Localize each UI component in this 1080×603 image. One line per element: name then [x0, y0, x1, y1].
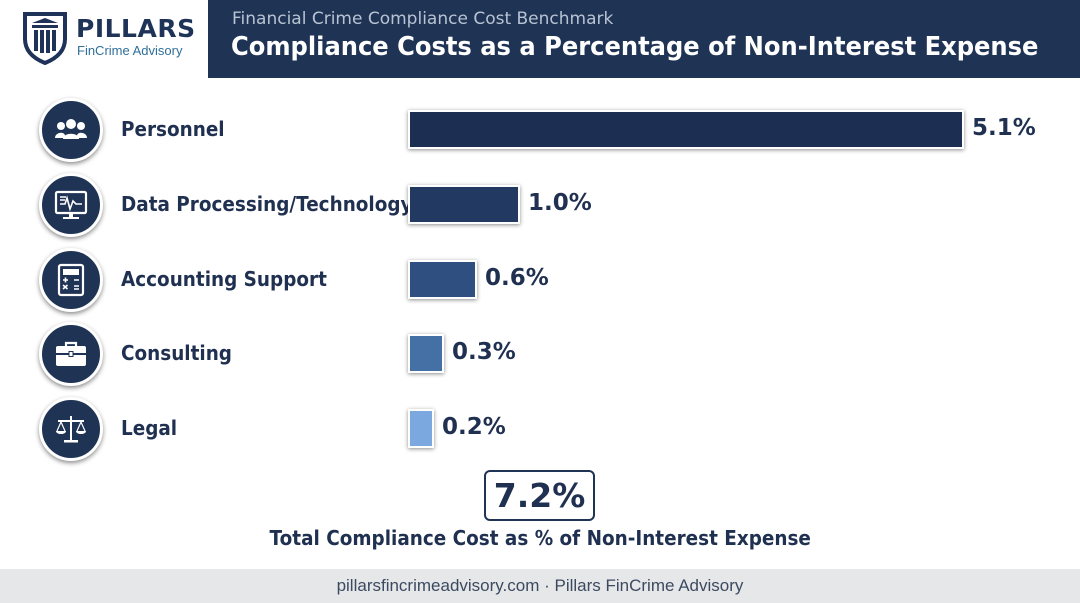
- bar: [408, 260, 477, 299]
- page-title: Compliance Costs as a Percentage of Non-…: [231, 32, 1039, 62]
- category-label: Accounting Support: [121, 267, 327, 291]
- bar: [408, 409, 434, 448]
- category-label: Personnel: [121, 117, 225, 141]
- value-label: 0.2%: [442, 414, 506, 440]
- calculator-icon: [39, 248, 103, 312]
- monitor-chart-icon: [39, 173, 103, 237]
- title-bar: Financial Crime Compliance Cost Benchmar…: [208, 0, 1080, 78]
- brand-tagline: FinCrime Advisory: [77, 43, 183, 58]
- value-label: 5.1%: [972, 115, 1036, 141]
- scales-icon: [39, 397, 103, 461]
- chart-row: Consulting 0.3%: [0, 321, 1080, 387]
- value-label: 0.6%: [485, 265, 549, 291]
- bar: [408, 185, 520, 224]
- total-caption-text: Total Compliance Cost as % of Non-Intere…: [269, 526, 811, 550]
- briefcase-icon: [39, 322, 103, 386]
- footer-text: pillarsfincrimeadvisory.com · Pillars Fi…: [336, 576, 744, 595]
- bar: [408, 110, 964, 149]
- category-label: Data Processing/Technology: [121, 192, 413, 216]
- pillars-logo-icon: [23, 12, 67, 65]
- value-label: 0.3%: [452, 339, 516, 365]
- chart-row: Legal 0.2%: [0, 396, 1080, 462]
- people-icon: [39, 98, 103, 162]
- total-caption: Total Compliance Cost as % of Non-Intere…: [0, 526, 1080, 550]
- footer: pillarsfincrimeadvisory.com · Pillars Fi…: [0, 569, 1080, 603]
- category-label: Legal: [121, 416, 178, 440]
- value-label: 1.0%: [528, 190, 592, 216]
- total-value: 7.2%: [484, 470, 595, 521]
- brand-name: PILLARS: [76, 14, 196, 43]
- brand-logo: PILLARS FinCrime Advisory: [0, 0, 208, 78]
- bar: [408, 334, 444, 373]
- chart-row: Data Processing/Technology 1.0%: [0, 172, 1080, 238]
- category-label: Consulting: [121, 341, 232, 365]
- chart-row: Personnel 5.1%: [0, 97, 1080, 163]
- page-subtitle: Financial Crime Compliance Cost Benchmar…: [232, 9, 614, 29]
- chart-row: Accounting Support 0.6%: [0, 247, 1080, 313]
